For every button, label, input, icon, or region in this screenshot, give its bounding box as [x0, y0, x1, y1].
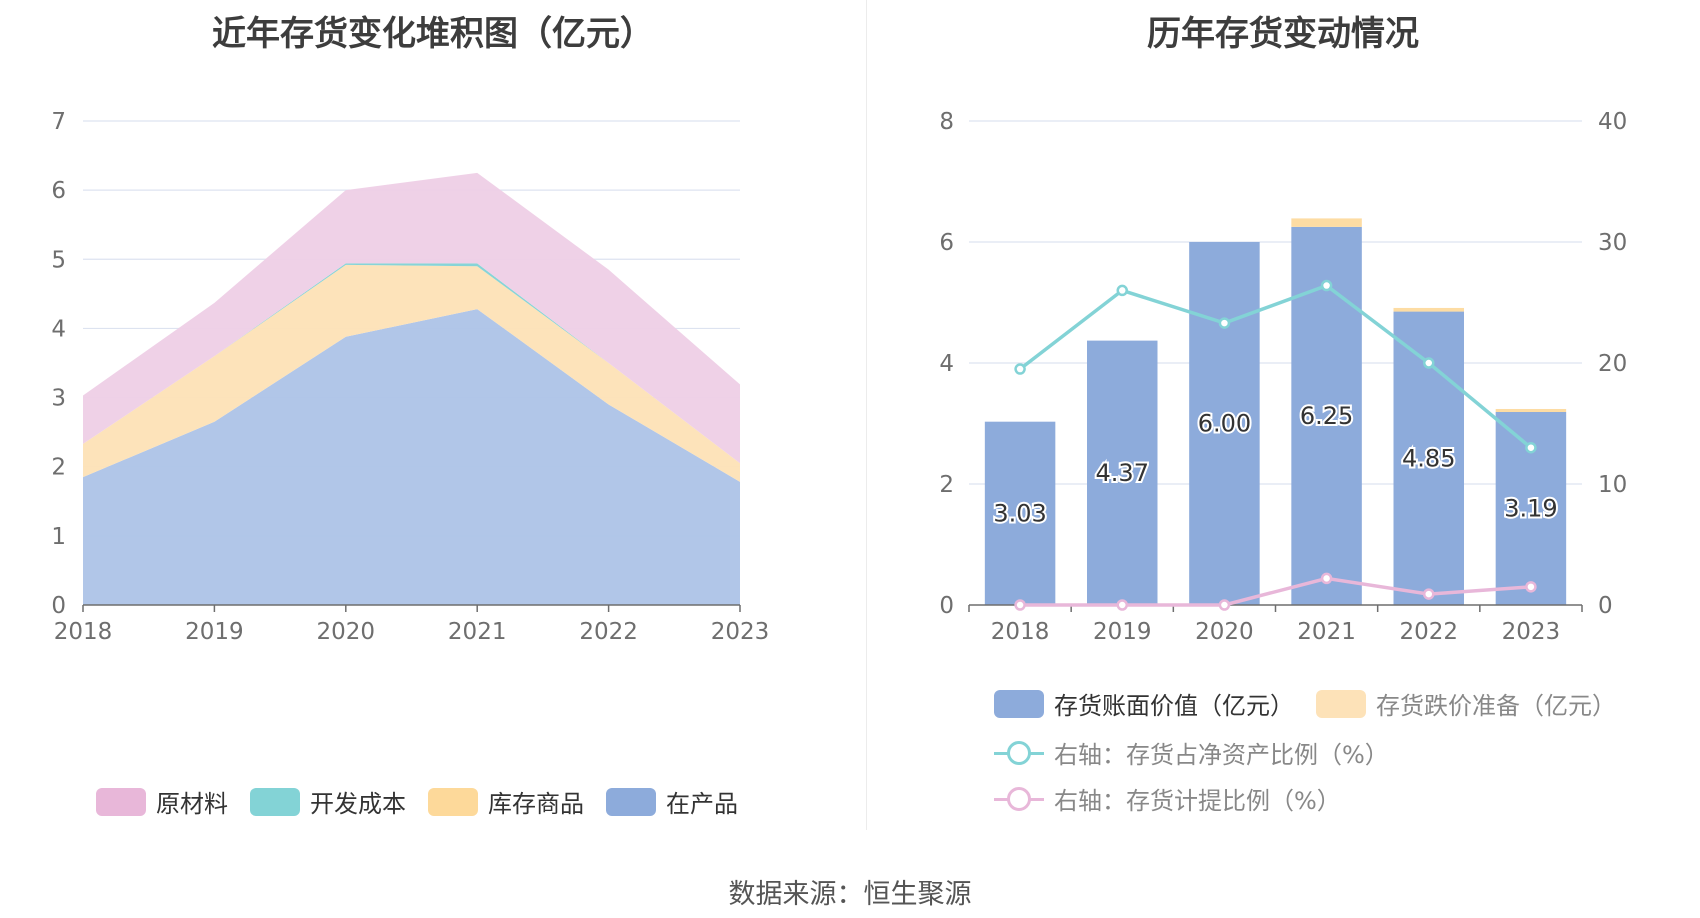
line-point — [1116, 599, 1128, 611]
right-legend-row-1: 存货账面价值（亿元） 存货跌价准备（亿元） — [994, 686, 1638, 721]
legend-label: 存货账面价值（亿元） — [1054, 692, 1294, 720]
x-tick-label: 2019 — [1093, 619, 1152, 645]
x-tick-label: 2022 — [1399, 619, 1458, 645]
bar-value-label: 4.37 — [1096, 459, 1149, 487]
bar-value-label: 3.19 — [1504, 495, 1557, 523]
x-tick-label: 2020 — [1195, 619, 1254, 645]
y-tick-label: 4 — [51, 316, 66, 342]
legend-swatch — [606, 787, 656, 816]
left-legend: 原材料 开发成本 库存商品 在产品 — [96, 784, 760, 819]
line-series — [1020, 576, 1532, 607]
y2-tick-label: 0 — [1598, 593, 1613, 619]
area-series — [83, 309, 740, 605]
left-chart-title: 近年存货变化堆积图（亿元） — [212, 14, 654, 54]
panel-divider — [866, 0, 867, 830]
right-legend-row-2: 右轴：存货占净资产比例（%） — [994, 735, 1411, 770]
data-source-note: 数据来源：恒生聚源 — [728, 879, 972, 910]
y2-tick-label: 40 — [1598, 109, 1627, 135]
legend-label: 在产品 — [666, 790, 738, 818]
bar-value-label: 6.00 — [1198, 410, 1251, 438]
line-point — [1218, 599, 1231, 611]
legend-swatch — [96, 787, 146, 816]
y2-tick-label: 30 — [1598, 230, 1627, 256]
y-tick-label: 0 — [939, 593, 954, 619]
right-legend-row-3: 右轴：存货计提比例（%） — [994, 781, 1363, 816]
legend-label: 右轴：存货计提比例（%） — [1054, 787, 1341, 815]
bar — [1495, 408, 1567, 413]
y-tick-label: 4 — [939, 351, 954, 377]
area-series — [83, 172, 740, 464]
x-tick-label: 2021 — [1297, 619, 1356, 645]
y-tick-label: 1 — [51, 524, 66, 550]
line-point — [1423, 357, 1435, 369]
x-tick-label: 2020 — [317, 619, 376, 645]
y-tick-label: 3 — [51, 386, 66, 412]
line-series — [1019, 283, 1533, 450]
legend-line-swatch — [994, 739, 1044, 767]
area-series — [83, 264, 740, 482]
y-tick-label: 5 — [51, 247, 66, 273]
legend-item-development-cost[interactable]: 开发成本 — [250, 784, 406, 819]
x-tick-label: 2022 — [579, 619, 638, 645]
y2-tick-label: 20 — [1598, 351, 1627, 377]
line-point — [1116, 284, 1128, 297]
line-point — [1423, 588, 1435, 600]
y-tick-label: 0 — [51, 593, 66, 619]
legend-item-impairment-reserve[interactable]: 存货跌价准备（亿元） — [1316, 686, 1616, 721]
y-tick-label: 7 — [51, 109, 66, 135]
x-tick-label: 2019 — [185, 619, 244, 645]
line-point — [1320, 572, 1333, 585]
legend-item-inventory-to-net-assets[interactable]: 右轴：存货占净资产比例（%） — [994, 735, 1389, 770]
legend-item-raw-materials[interactable]: 原材料 — [96, 784, 228, 819]
legend-label: 库存商品 — [488, 790, 584, 818]
y-tick-label: 6 — [939, 230, 954, 256]
right-chart-title: 历年存货变动情况 — [1147, 14, 1419, 54]
x-tick-label: 2023 — [711, 619, 770, 645]
line-point — [1525, 441, 1537, 454]
y-tick-label: 2 — [939, 472, 954, 498]
legend-swatch — [1316, 689, 1366, 718]
line-point — [1218, 317, 1231, 329]
right-chart-panel: 历年存货变动情况 0 2 4 6 8 0 10 20 30 40 2018 2019 2020 2021 2… — [866, 0, 1700, 830]
bar-value-label: 4.85 — [1402, 444, 1455, 472]
legend-item-provision-ratio[interactable]: 右轴：存货计提比例（%） — [994, 781, 1341, 816]
x-tick-label: 2021 — [448, 619, 507, 645]
bar-value-label: 3.03 — [993, 499, 1046, 527]
y-tick-label: 8 — [939, 109, 954, 135]
legend-item-finished-goods[interactable]: 库存商品 — [428, 784, 584, 819]
y-tick-label: 2 — [51, 455, 66, 481]
bar — [1393, 307, 1464, 312]
y-tick-label: 6 — [51, 178, 66, 204]
x-tick-label: 2018 — [54, 619, 113, 645]
line-point — [1525, 581, 1537, 593]
bar — [1087, 340, 1158, 605]
line-point — [1014, 599, 1026, 611]
stacked-area-chart: 0 1 2 3 4 5 6 7 2018 2019 2020 2021 2022 2023 — [51, 109, 770, 645]
bar — [984, 421, 1056, 605]
legend-label: 右轴：存货占净资产比例（%） — [1054, 741, 1389, 769]
bar — [1189, 242, 1260, 605]
legend-item-work-in-progress[interactable]: 在产品 — [606, 784, 738, 819]
x-tick-label: 2023 — [1502, 619, 1561, 645]
legend-item-inventory-book-value[interactable]: 存货账面价值（亿元） — [994, 686, 1294, 721]
legend-label: 存货跌价准备（亿元） — [1376, 692, 1616, 720]
bar-line-combo-chart: 0 2 4 6 8 0 10 20 30 40 2018 2019 2020 2021 2022 2023 3.… — [939, 109, 1627, 645]
left-chart-panel: 近年存货变化堆积图（亿元） 0 1 2 3 4 5 6 7 2018 2019 2020 2021 20… — [0, 0, 866, 830]
bar — [1291, 218, 1362, 227]
legend-label: 原材料 — [156, 790, 228, 818]
legend-label: 开发成本 — [310, 790, 406, 818]
legend-line-swatch — [994, 785, 1044, 813]
legend-swatch — [428, 787, 478, 816]
legend-swatch — [994, 689, 1044, 718]
legend-swatch — [250, 787, 300, 816]
x-tick-label: 2018 — [991, 619, 1050, 645]
line-point — [1014, 363, 1026, 375]
bar-value-label: 6.25 — [1300, 402, 1353, 430]
y2-tick-label: 10 — [1598, 472, 1627, 498]
line-point — [1320, 279, 1333, 292]
